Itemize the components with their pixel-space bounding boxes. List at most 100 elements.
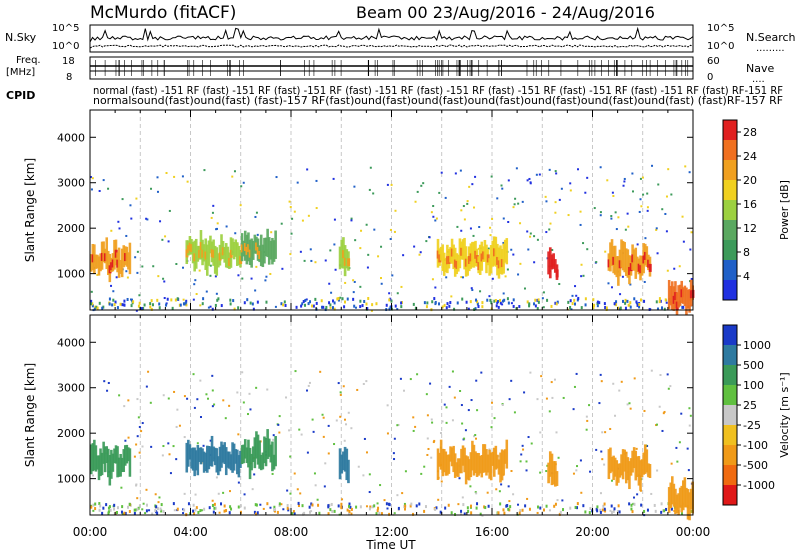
power-ylabel: Slant Range [km] — [23, 158, 37, 262]
freq-top-tick: 18 — [62, 56, 75, 67]
ground-scatter-point — [617, 306, 620, 310]
ground-scatter-point — [461, 297, 464, 301]
ground-scatter-point — [369, 505, 372, 509]
ground-scatter-point — [629, 305, 632, 309]
echo-core-cell — [247, 244, 251, 253]
speckle-point — [612, 382, 615, 385]
speckle-point — [211, 405, 214, 408]
speckle-point — [626, 212, 629, 215]
speckle-point — [527, 248, 530, 251]
speckle-point — [106, 389, 109, 392]
ground-scatter-point — [558, 512, 561, 516]
ground-scatter-point — [130, 304, 133, 308]
ground-scatter-point — [536, 307, 539, 311]
speckle-point — [431, 421, 434, 424]
velocity-ylabel: Slant Range [km] — [23, 363, 37, 467]
ground-scatter-point — [329, 508, 332, 512]
ground-scatter-point — [577, 296, 580, 300]
speckle-point — [173, 175, 176, 178]
speckle-point — [586, 176, 589, 179]
echo-cell — [94, 254, 98, 269]
speckle-point — [689, 248, 692, 251]
colorbar-swatch — [723, 465, 737, 485]
ground-scatter-point — [237, 505, 240, 509]
ground-scatter-point — [569, 506, 572, 510]
speckle-point — [175, 425, 178, 428]
ground-scatter-point — [486, 298, 489, 302]
speckle-point — [475, 492, 478, 495]
y-tick-label: 4000 — [57, 336, 85, 349]
speckle-point — [513, 411, 516, 414]
echo-cell — [237, 455, 241, 478]
speckle-point — [585, 428, 588, 431]
speckle-point — [193, 406, 196, 409]
speckle-point — [688, 424, 691, 427]
ground-scatter-point — [512, 304, 515, 308]
speckle-point — [502, 217, 505, 220]
echo-cell — [185, 442, 189, 473]
echo-cell — [623, 449, 626, 472]
echo-cell — [263, 436, 266, 464]
speckle-point — [327, 424, 330, 427]
echo-cell — [272, 240, 276, 262]
speckle-point — [589, 470, 592, 473]
ground-scatter-point — [630, 507, 633, 511]
speckle-point — [514, 197, 517, 200]
ground-scatter-point — [176, 507, 179, 511]
echo-cell — [206, 445, 209, 473]
ground-scatter-point — [113, 303, 116, 307]
echo-core-cell — [103, 253, 107, 262]
ground-scatter-point — [333, 307, 336, 311]
echo-cell — [629, 458, 633, 476]
speckle-point — [545, 470, 548, 473]
speckle-point — [206, 397, 209, 400]
speckle-point — [525, 469, 528, 472]
echo-core-cell — [639, 265, 643, 274]
ground-scatter-point — [353, 304, 356, 308]
ground-scatter-point — [154, 509, 157, 513]
speckle-point — [490, 426, 493, 429]
ground-scatter-point — [340, 502, 343, 506]
speckle-point — [269, 506, 272, 509]
echo-cell — [640, 256, 644, 276]
speckle-point — [246, 413, 249, 416]
ground-scatter-point — [528, 304, 531, 308]
echo-cell — [99, 253, 102, 272]
echo-core-cell — [111, 259, 115, 268]
speckle-point — [690, 231, 693, 234]
speckle-point — [567, 214, 570, 217]
echo-cell — [119, 259, 122, 274]
echo-cell — [631, 450, 634, 473]
ground-scatter-point — [424, 505, 427, 509]
ground-scatter-point — [123, 511, 126, 515]
ground-scatter-point — [388, 298, 391, 302]
echo-cell — [272, 454, 276, 470]
speckle-point — [526, 179, 529, 182]
speckle-point — [656, 252, 659, 255]
speckle-point — [228, 490, 231, 493]
echo-cell — [493, 447, 496, 477]
echo-cell — [127, 252, 130, 270]
speckle-point — [486, 491, 489, 494]
speckle-point — [461, 422, 464, 425]
ground-scatter-point — [150, 307, 153, 311]
echo-cell — [667, 487, 671, 513]
ground-scatter-point — [203, 507, 206, 511]
echo-cell — [116, 446, 119, 478]
ground-scatter-point — [123, 303, 126, 307]
colorbar-tick-label: 28 — [743, 126, 757, 139]
ground-scatter-point — [526, 300, 529, 304]
ground-scatter-point — [434, 302, 437, 306]
echo-cell — [612, 455, 615, 481]
speckle-point — [182, 512, 185, 515]
ground-scatter-point — [409, 504, 412, 508]
speckle-point — [517, 503, 520, 506]
speckle-point — [165, 172, 168, 175]
ground-scatter-point — [337, 298, 340, 302]
speckle-point — [579, 223, 582, 226]
speckle-point — [610, 479, 613, 482]
echo-cell — [196, 245, 200, 262]
speckle-point — [368, 473, 371, 476]
speckle-point — [443, 403, 446, 406]
speckle-point — [365, 223, 368, 226]
